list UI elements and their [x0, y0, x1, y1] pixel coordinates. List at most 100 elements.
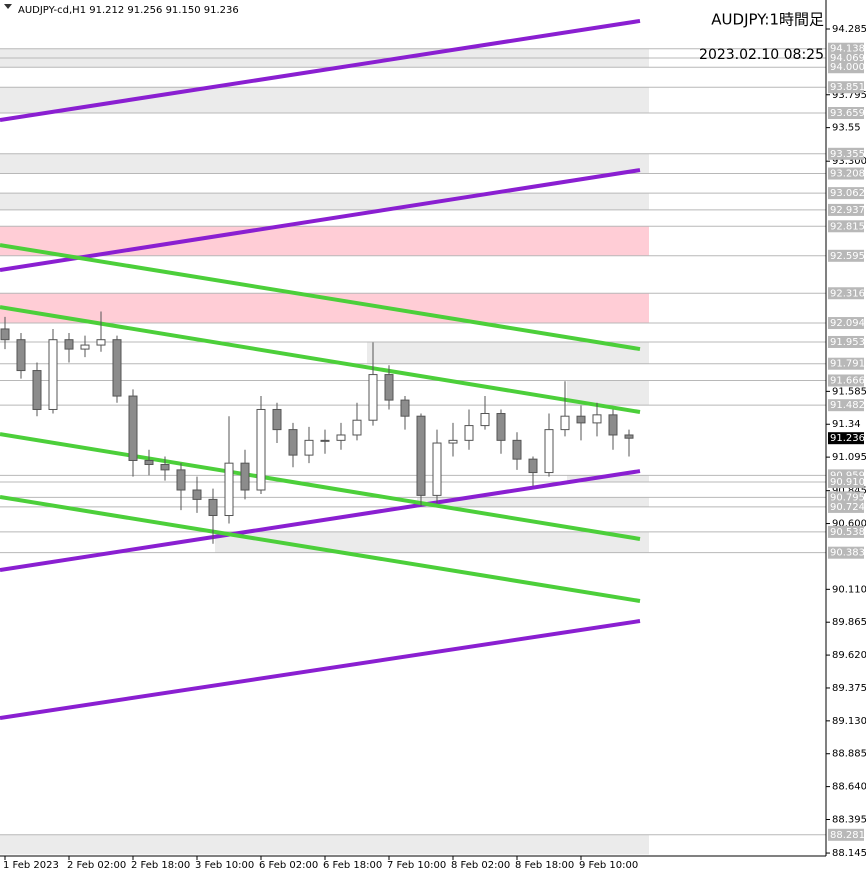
y-tick-label: 94.285	[832, 24, 866, 35]
level-label: 92.316	[830, 288, 865, 299]
y-tick-label: 93.300	[832, 156, 866, 167]
y-tick-label: 89.130	[832, 716, 866, 727]
level-label: 90.910	[830, 477, 865, 488]
candle-body	[560, 415, 570, 431]
y-tick-label: 88.885	[832, 749, 866, 760]
candle-body	[144, 459, 154, 466]
level-label-box	[828, 203, 864, 216]
candle-body	[80, 344, 90, 350]
level-label: 91.953	[830, 337, 865, 348]
y-tick-label: 89.375	[832, 683, 866, 694]
level-label-box	[828, 61, 864, 74]
candle-body	[224, 462, 234, 517]
level-label: 91.482	[830, 400, 865, 411]
y-tick-label: 90.845	[832, 486, 866, 497]
x-tick-label: 6 Feb 18:00	[323, 860, 382, 871]
level-label: 90.959	[830, 470, 865, 481]
zone	[0, 153, 649, 174]
trend-line	[0, 168, 641, 273]
candle-body	[496, 413, 506, 441]
x-tick-label: 8 Feb 02:00	[451, 860, 510, 871]
level-label-box	[828, 335, 864, 348]
trend-line	[0, 619, 641, 721]
candle-body	[608, 414, 618, 436]
candle-body	[384, 374, 394, 401]
zone	[367, 341, 649, 364]
y-tick-label: 88.145	[832, 848, 866, 859]
level-label: 92.595	[830, 251, 865, 262]
x-tick-label: 3 Feb 10:00	[195, 860, 254, 871]
x-tick-label: 7 Feb 10:00	[387, 860, 446, 871]
price-label: 91.236	[830, 433, 865, 444]
candle-body	[32, 370, 42, 410]
level-label: 93.062	[830, 188, 865, 199]
candle-body	[416, 415, 426, 496]
level-label: 93.355	[830, 149, 865, 160]
trend-line	[0, 243, 641, 352]
zone	[0, 834, 649, 855]
level-label: 92.937	[830, 205, 865, 216]
candle-body	[576, 415, 586, 424]
candle-body	[544, 429, 554, 474]
x-tick-label: 6 Feb 02:00	[259, 860, 318, 871]
level-label-box	[828, 525, 864, 538]
candle-body	[448, 439, 458, 444]
level-label-box	[828, 546, 864, 559]
candle-body	[480, 413, 490, 427]
candle-body	[432, 442, 442, 496]
y-tick-label: 88.395	[832, 814, 866, 825]
level-label-box	[828, 317, 864, 330]
trend-line	[0, 18, 641, 122]
level-label: 93.659	[830, 108, 865, 119]
level-label-box	[828, 500, 864, 513]
candle-body	[512, 439, 522, 460]
y-tick-label: 89.865	[832, 617, 866, 628]
candle-body	[176, 469, 186, 491]
candle-body	[336, 434, 346, 441]
candle-body	[240, 462, 250, 491]
candle-body	[624, 434, 634, 439]
level-label: 93.208	[830, 169, 865, 180]
candle-body	[288, 429, 298, 456]
candle-body	[352, 419, 362, 436]
level-label-box	[828, 220, 864, 233]
candle-body	[64, 339, 74, 350]
zone	[215, 531, 649, 553]
level-label: 94.069	[830, 53, 865, 64]
y-tick-label: 88.640	[832, 782, 866, 793]
level-label-box	[828, 147, 864, 160]
level-label: 92.815	[830, 221, 865, 232]
level-label-box	[828, 475, 864, 488]
zone	[417, 497, 649, 507]
price-label-box	[828, 432, 864, 445]
chart-header: AUDJPY-cd,H1 91.212 91.256 91.150 91.236	[18, 5, 239, 16]
candle-body	[192, 489, 202, 500]
candle-body	[0, 328, 10, 341]
y-tick-label: 90.600	[832, 519, 866, 530]
candle-body	[48, 339, 58, 410]
candle-body	[208, 498, 218, 517]
y-tick-label: 91.585	[832, 386, 866, 397]
trend-line	[0, 469, 641, 572]
level-label: 90.383	[830, 548, 865, 559]
y-tick-label: 93.55	[832, 123, 861, 134]
chart-subtitle: 2023.02.10 08:25	[699, 47, 824, 63]
y-tick-label: 91.34	[832, 419, 861, 430]
candle-body	[160, 464, 170, 471]
candle-body	[256, 408, 266, 491]
x-tick-label: 2 Feb 18:00	[131, 860, 190, 871]
level-label: 94.000	[830, 62, 865, 73]
zone	[567, 475, 649, 482]
zone	[0, 193, 649, 210]
y-tick-label: 93.795	[832, 90, 866, 101]
level-label-box	[828, 357, 864, 370]
menu-icon[interactable]	[4, 4, 12, 9]
x-tick-label: 2 Feb 02:00	[67, 860, 126, 871]
candle-body	[368, 374, 378, 421]
level-label: 93.851	[830, 82, 865, 93]
level-label-box	[828, 249, 864, 262]
level-label-box	[828, 399, 864, 412]
level-label: 94.138	[830, 44, 865, 55]
